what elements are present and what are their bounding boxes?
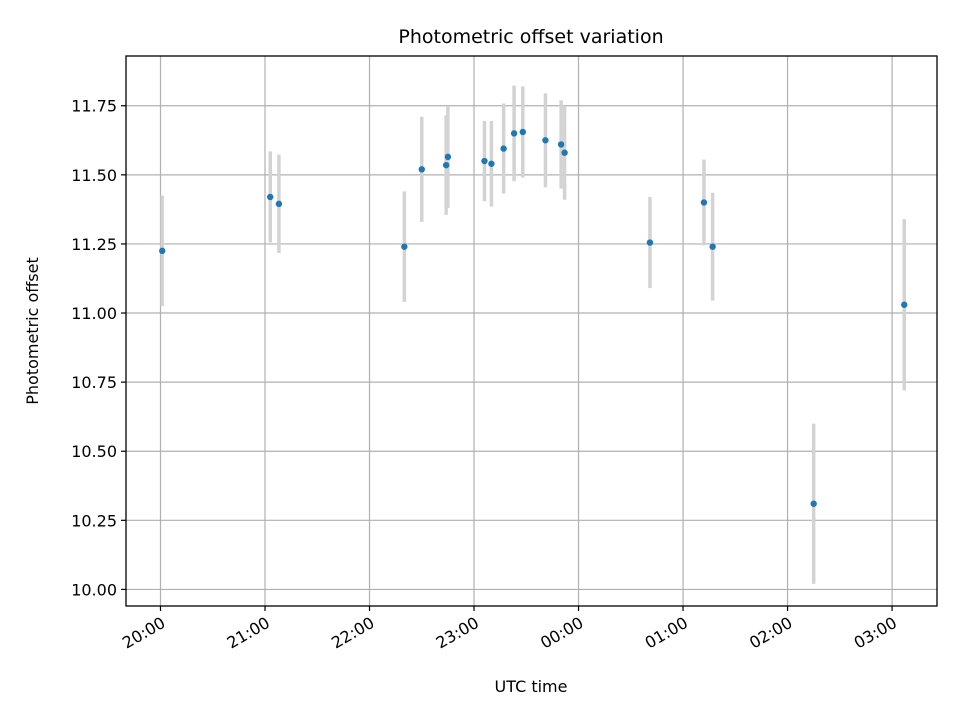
data-point	[542, 137, 549, 144]
data-point	[267, 193, 274, 201]
y-tick-label: 11.50	[71, 166, 117, 185]
data-point	[646, 239, 654, 246]
y-tick-label: 10.75	[71, 373, 117, 392]
data-point	[442, 161, 450, 169]
y-tick-label: 11.25	[71, 235, 117, 254]
y-tick-label: 10.00	[71, 580, 117, 599]
data-point	[401, 243, 408, 250]
data-point	[700, 199, 708, 206]
data-points	[159, 128, 908, 507]
y-tick-label: 10.25	[71, 511, 117, 530]
data-point	[561, 149, 568, 156]
x-axis-label: UTC time	[495, 677, 568, 696]
y-tick-label: 11.75	[71, 97, 117, 116]
data-point	[557, 141, 565, 148]
y-tick-label: 11.00	[71, 304, 117, 323]
y-axis-label: Photometric offset	[23, 257, 42, 405]
data-point	[709, 243, 716, 250]
data-point	[418, 166, 425, 173]
data-point	[444, 153, 452, 161]
data-point	[275, 200, 283, 208]
data-point	[901, 301, 908, 308]
plot-frame	[125, 55, 938, 607]
data-point	[519, 128, 526, 136]
data-point	[159, 247, 166, 255]
data-point	[510, 130, 518, 137]
data-point	[488, 160, 495, 167]
data-point	[810, 500, 817, 507]
grid	[126, 56, 937, 606]
data-point	[481, 157, 488, 165]
chart-title: Photometric offset variation	[398, 26, 663, 48]
y-tick-label: 10.50	[71, 442, 117, 461]
data-point	[500, 145, 507, 152]
